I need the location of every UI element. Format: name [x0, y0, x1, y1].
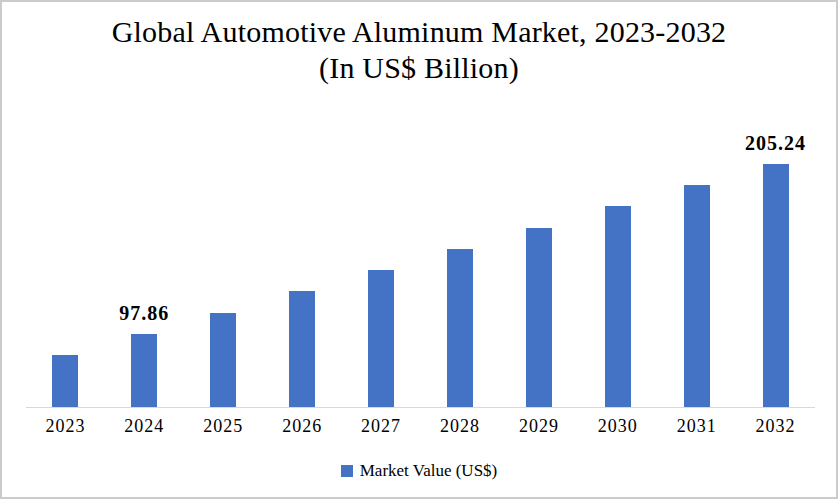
chart-title-line1: Global Automotive Aluminum Market, 2023-… [2, 14, 836, 50]
x-axis-label-2029: 2029 [499, 416, 578, 437]
bar-column-2023 [26, 132, 105, 407]
bar-column-2030 [578, 132, 657, 407]
x-axis-label-2027: 2027 [342, 416, 421, 437]
plot-area: 97.86 205.24 [26, 132, 815, 407]
x-axis-labels: 2023202420252026202720282029203020312032 [26, 416, 815, 437]
bar-2025 [210, 313, 236, 407]
bar-column-2026 [263, 132, 342, 407]
bar-column-2032: 205.24 [736, 132, 815, 407]
data-label-2024: 97.86 [119, 302, 169, 325]
data-label-2032: 205.24 [745, 132, 806, 155]
bar-2030 [605, 206, 631, 407]
bar-column-2029 [499, 132, 578, 407]
x-axis-label-2028: 2028 [421, 416, 500, 437]
chart-container: Global Automotive Aluminum Market, 2023-… [0, 0, 838, 499]
legend: Market Value (US$) [2, 461, 836, 481]
bar-column-2025 [184, 132, 263, 407]
chart-title-line2: (In US$ Billion) [2, 50, 836, 86]
bar-2027 [368, 270, 394, 407]
legend-marker-icon [341, 465, 353, 477]
x-axis-label-2031: 2031 [657, 416, 736, 437]
bar-column-2027 [342, 132, 421, 407]
bar-2026 [289, 291, 315, 407]
bar-column-2028 [421, 132, 500, 407]
legend-label: Market Value (US$) [360, 461, 498, 481]
bar-2028 [447, 249, 473, 407]
x-axis-line [26, 407, 815, 408]
bar-column-2024: 97.86 [105, 132, 184, 407]
x-axis-label-2032: 2032 [736, 416, 815, 437]
x-axis-label-2026: 2026 [263, 416, 342, 437]
bar-column-2031 [657, 132, 736, 407]
x-axis-label-2023: 2023 [26, 416, 105, 437]
bar-2024 [131, 334, 157, 407]
bar-2029 [526, 228, 552, 407]
x-axis-label-2025: 2025 [184, 416, 263, 437]
chart-title: Global Automotive Aluminum Market, 2023-… [2, 14, 836, 86]
bar-2032 [763, 164, 789, 407]
x-axis-label-2024: 2024 [105, 416, 184, 437]
x-axis-label-2030: 2030 [578, 416, 657, 437]
bar-2031 [684, 185, 710, 407]
bar-2023 [52, 355, 78, 407]
